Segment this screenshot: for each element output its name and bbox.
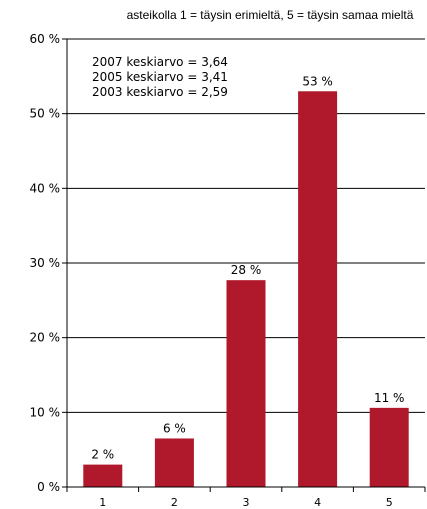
data-label: 2 % xyxy=(91,448,114,462)
x-tick-label: 2 xyxy=(171,496,178,509)
x-tick-label: 1 xyxy=(99,496,106,509)
data-label: 28 % xyxy=(231,263,262,277)
y-tick-label: 0 % xyxy=(37,480,60,494)
bar xyxy=(369,407,409,487)
x-tick-label: 3 xyxy=(243,496,250,509)
chart-subtitle: asteikolla 1 = täysin erimieltä, 5 = täy… xyxy=(127,8,414,22)
annotation-line: 2007 keskiarvo = 3,64 xyxy=(92,55,228,69)
bar xyxy=(226,280,266,487)
annotation-line: 2005 keskiarvo = 3,41 xyxy=(92,70,228,84)
x-tick-label: 4 xyxy=(314,496,321,509)
y-tick-label: 40 % xyxy=(30,181,61,195)
annotation-line: 2003 keskiarvo = 2,59 xyxy=(92,85,228,99)
data-label: 53 % xyxy=(302,74,333,88)
x-tick-label: 5 xyxy=(386,496,393,509)
data-label: 11 % xyxy=(374,391,405,405)
bar xyxy=(298,91,338,488)
y-tick-label: 60 % xyxy=(30,32,61,46)
y-tick-label: 20 % xyxy=(30,331,61,345)
y-tick-label: 10 % xyxy=(30,405,61,419)
bar xyxy=(83,464,123,487)
bar xyxy=(154,438,194,487)
y-tick-label: 50 % xyxy=(30,107,61,121)
y-tick-label: 30 % xyxy=(30,256,61,270)
data-label: 6 % xyxy=(163,421,186,435)
